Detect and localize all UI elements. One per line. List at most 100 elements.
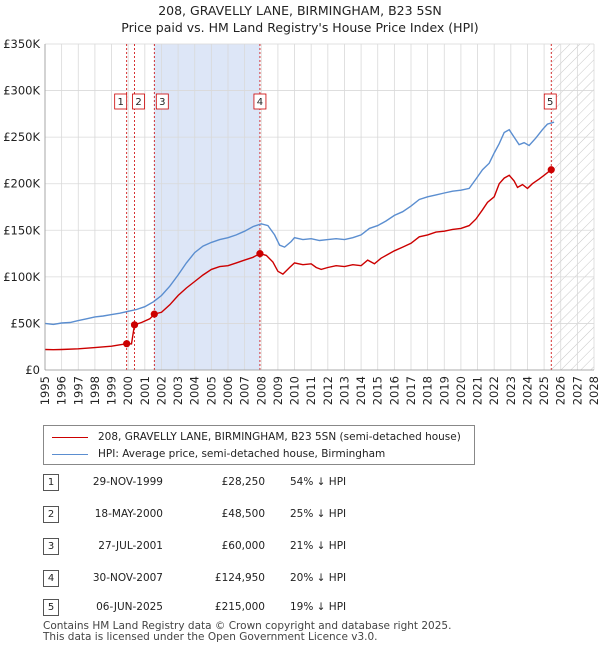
sale-price: £28,250 [221, 476, 265, 488]
legend-label-property: 208, GRAVELLY LANE, BIRMINGHAM, B23 5SN … [98, 431, 461, 443]
sale-date: 06-JUN-2025 [96, 601, 163, 613]
x-tick-label: 2019 [437, 376, 451, 405]
sale-row: 1 29-NOV-1999 £28,250 54% ↓ HPI [43, 474, 513, 492]
sale-marker-label: 5 [547, 97, 553, 108]
x-tick-label: 2028 [587, 376, 600, 405]
sale-price: £215,000 [214, 601, 265, 613]
shaded-period [154, 44, 260, 370]
sale-hpi-diff: 20% ↓ HPI [290, 572, 347, 584]
sale-marker-label: 4 [257, 97, 263, 108]
sale-hpi-diff: 19% ↓ HPI [290, 601, 347, 613]
x-tick-label: 1996 [55, 376, 69, 405]
sale-point [547, 166, 555, 174]
sale-hpi-diff: 21% ↓ HPI [290, 540, 347, 552]
x-tick-label: 1997 [71, 376, 85, 405]
x-tick-label: 2024 [520, 376, 534, 405]
sale-number: 1 [43, 474, 59, 491]
y-tick-label: £250K [3, 130, 40, 144]
y-tick-label: £200K [3, 177, 40, 191]
sale-point [130, 321, 139, 329]
x-tick-label: 2017 [404, 376, 418, 405]
sale-marker-box [253, 93, 267, 110]
sale-point [123, 340, 131, 348]
y-tick-label: £0 [25, 363, 40, 377]
y-tick-label: £350K [3, 37, 40, 51]
sale-date: 18-MAY-2000 [94, 508, 163, 520]
x-tick-label: 2014 [354, 376, 368, 405]
sale-marker-box [543, 93, 557, 110]
title-line-1: 208, GRAVELLY LANE, BIRMINGHAM, B23 5SN [158, 3, 442, 18]
legend-line-hpi [52, 453, 88, 455]
sale-row: 2 18-MAY-2000 £48,500 25% ↓ HPI [43, 506, 513, 524]
sale-row: 4 30-NOV-2007 £124,950 20% ↓ HPI [43, 570, 513, 588]
x-tick-label: 2022 [487, 376, 501, 405]
x-tick-label: 2002 [154, 376, 168, 405]
plot-area [45, 44, 594, 370]
x-tick-label: 2023 [504, 376, 518, 405]
chart-legend: 208, GRAVELLY LANE, BIRMINGHAM, B23 5SN … [43, 425, 475, 465]
sale-number: 5 [43, 599, 59, 616]
sale-date: 27-JUL-2001 [98, 540, 163, 552]
x-tick-label: 1998 [88, 376, 102, 405]
sale-hpi-diff: 25% ↓ HPI [290, 508, 347, 520]
legend-line-property [52, 436, 88, 438]
sale-marker-label: 2 [135, 97, 141, 108]
x-tick-label: 2012 [321, 376, 335, 405]
sale-price: £48,500 [221, 508, 265, 520]
chart-title: 208, GRAVELLY LANE, BIRMINGHAM, B23 5SN … [0, 2, 600, 36]
footer-attribution: Contains HM Land Registry data © Crown c… [43, 621, 451, 643]
legend-item-property: 208, GRAVELLY LANE, BIRMINGHAM, B23 5SN … [52, 429, 461, 445]
x-tick-label: 2026 [554, 376, 568, 405]
x-tick-label: 2027 [570, 376, 584, 405]
sale-point [256, 250, 264, 258]
footer-line-2: This data is licensed under the Open Gov… [43, 631, 378, 643]
y-tick-label: £50K [11, 316, 41, 330]
x-tick-label: 2004 [188, 376, 202, 405]
legend-item-hpi: HPI: Average price, semi-detached house,… [52, 446, 385, 462]
sale-number: 4 [43, 570, 59, 587]
x-tick-label: 2001 [138, 376, 152, 405]
sale-number: 2 [43, 506, 59, 523]
x-tick-label: 1995 [38, 376, 52, 405]
future-hatch [551, 44, 594, 370]
x-tick-label: 2015 [371, 376, 385, 405]
x-tick-label: 2010 [288, 376, 302, 405]
sale-marker-label: 3 [159, 97, 165, 108]
sale-date: 29-NOV-1999 [92, 476, 163, 488]
x-tick-label: 2011 [304, 376, 318, 405]
sale-marker-box [114, 93, 128, 110]
x-tick-label: 2005 [204, 376, 218, 405]
y-tick-label: £150K [3, 223, 40, 237]
sale-date: 30-NOV-2007 [92, 572, 163, 584]
x-tick-label: 1999 [105, 376, 119, 405]
title-line-2: Price paid vs. HM Land Registry's House … [121, 20, 479, 35]
footer-line-1: Contains HM Land Registry data © Crown c… [43, 620, 452, 632]
y-tick-label: £300K [3, 84, 40, 98]
x-tick-label: 2009 [271, 376, 285, 405]
sale-price: £60,000 [221, 540, 265, 552]
x-tick-label: 2025 [537, 376, 551, 405]
sale-price: £124,950 [214, 572, 265, 584]
x-tick-label: 2013 [337, 376, 351, 405]
legend-label-hpi: HPI: Average price, semi-detached house,… [98, 448, 386, 460]
sale-row: 3 27-JUL-2001 £60,000 21% ↓ HPI [43, 538, 513, 556]
sale-marker-box [155, 93, 169, 110]
x-tick-label: 2021 [471, 376, 485, 405]
price-chart: £0 £50K £100K £150K £200K £250K £300K £350K 1995… [3, 37, 600, 405]
x-tick-label: 2016 [387, 376, 401, 405]
sale-hpi-diff: 54% ↓ HPI [290, 476, 347, 488]
x-tick-label: 2020 [454, 376, 468, 405]
y-tick-label: £100K [3, 270, 40, 284]
x-tick-label: 2008 [254, 376, 268, 405]
x-tick-label: 2000 [121, 376, 135, 405]
x-tick-label: 2007 [238, 376, 252, 405]
sale-row: 5 06-JUN-2025 £215,000 19% ↓ HPI [43, 599, 513, 617]
x-tick-label: 2003 [171, 376, 185, 405]
x-tick-label: 2006 [221, 376, 235, 405]
sale-marker-box [132, 93, 145, 110]
series-line-hpi [44, 121, 555, 326]
sale-marker-label: 1 [117, 97, 123, 108]
sale-number: 3 [43, 538, 59, 555]
x-tick-label: 2018 [421, 376, 435, 405]
sale-point [150, 310, 158, 318]
